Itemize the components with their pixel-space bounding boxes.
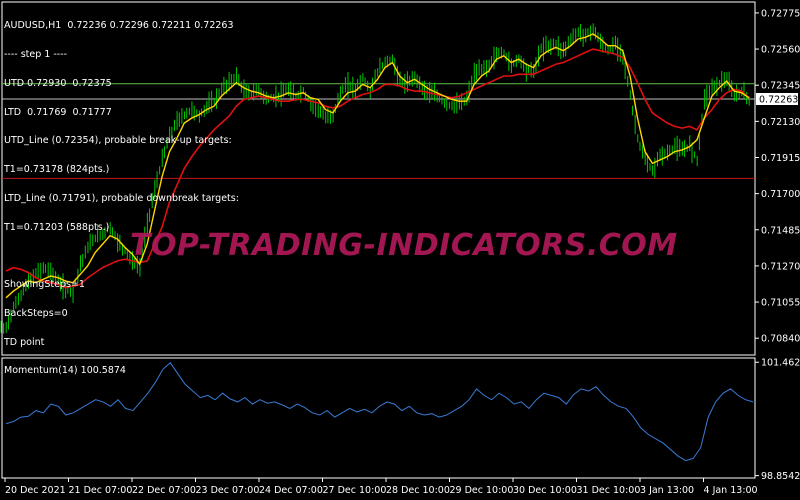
current-price-box (756, 92, 798, 105)
y-tick-label: 0.72130 (761, 117, 800, 128)
x-tick-label: 27 Dec 10:00 (323, 485, 387, 496)
y-tick-label: 0.70840 (761, 334, 800, 345)
info-line: TD point (4, 336, 45, 348)
symbol-line: AUDUSD,H1 0.72236 0.72296 0.72211 0.7226… (4, 20, 234, 32)
momentum-y-tick-label: 98.8542 (761, 471, 800, 482)
x-tick-label: 31 Dec 10:00 (577, 485, 641, 496)
y-tick-label: 0.71055 (761, 298, 800, 309)
info-line: T1=0.73178 (824pts.) (4, 164, 110, 176)
info-line: ShowingSteps=1 (4, 279, 85, 291)
x-tick-label: 3 Jan 13:00 (640, 485, 694, 496)
y-tick-label: 0.72560 (761, 45, 800, 56)
momentum-plot-frame (1, 357, 756, 479)
y-tick-label: 0.71270 (761, 261, 800, 272)
fast-ma-line (5, 33, 750, 299)
info-line: UTD_Line (0.72354), probable break-up ta… (4, 135, 232, 147)
x-tick-label: 21 Dec 07:00 (69, 485, 133, 496)
x-tick-label: 30 Dec 10:00 (513, 485, 577, 496)
y-tick-label: 0.71915 (761, 153, 800, 164)
y-tick-label: 0.71485 (761, 225, 800, 236)
info-line: BackSteps=0 (4, 308, 68, 319)
x-tick-label: 23 Dec 07:00 (196, 485, 260, 496)
info-line: LTD_Line (0.71791), probable downbreak t… (4, 192, 239, 204)
y-tick-label: 0.72345 (761, 81, 800, 92)
current-price-label: 0.72263 (759, 94, 798, 105)
momentum-label: Momentum(14) 100.5874 (4, 365, 126, 376)
info-line: T1=0.71203 (588pts.) (4, 221, 110, 233)
x-tick-label: 28 Dec 10:00 (386, 485, 450, 496)
info-line: LTD 0.71769 0.71777 (4, 106, 112, 118)
y-tick-label: 0.71700 (761, 189, 800, 200)
info-line: ---- step 1 ---- (4, 48, 68, 60)
momentum-line (5, 362, 754, 462)
x-tick-label: 4 Jan 13:00 (704, 485, 758, 496)
x-tick-label: 22 Dec 07:00 (132, 485, 196, 496)
watermark: TOP-TRADING-INDICATORS.COM (130, 228, 678, 263)
x-tick-label: 24 Dec 07:00 (259, 485, 323, 496)
info-line: UTD 0.72930 0.72375 (4, 77, 112, 89)
indicator-info: AUDUSD,H1 0.72236 0.72296 0.72211 0.7226… (4, 2, 239, 367)
y-tick-label: 0.72775 (761, 8, 800, 19)
x-tick-label: 20 Dec 2021 (5, 485, 66, 496)
x-tick-label: 29 Dec 10:00 (450, 485, 514, 496)
